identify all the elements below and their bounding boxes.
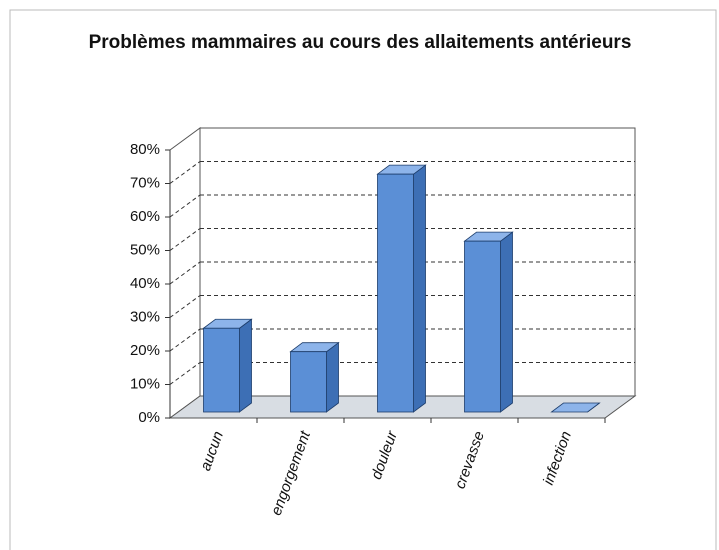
- bar: [289, 341, 340, 413]
- y-tick-label: 50%: [130, 241, 160, 258]
- y-tick-label: 0%: [138, 409, 160, 426]
- bar-front: [464, 240, 501, 413]
- y-tick-label: 10%: [130, 375, 160, 392]
- bar-side: [326, 341, 339, 413]
- grid-line: [169, 228, 201, 251]
- y-tick-label: 70%: [130, 174, 160, 191]
- bar-front: [377, 173, 414, 413]
- bar: [463, 231, 514, 413]
- x-tick-label: aucun: [197, 429, 227, 473]
- y-tick-label: 30%: [130, 308, 160, 325]
- y-tick-label: 80%: [130, 141, 160, 158]
- x-tick-label: infection: [540, 429, 575, 487]
- y-tick-label: 40%: [130, 275, 160, 292]
- y-tick-label: 20%: [130, 342, 160, 359]
- y-tick-label: 60%: [130, 208, 160, 225]
- bar-side: [239, 318, 252, 413]
- bar: [550, 402, 601, 413]
- x-tick-label: crevasse: [451, 429, 488, 491]
- side-wall: [169, 127, 201, 419]
- x-tick-label: engorgement: [268, 428, 314, 518]
- grid-line: [169, 328, 201, 352]
- bar-side: [500, 231, 513, 413]
- bar: [376, 164, 427, 413]
- grid-line: [169, 261, 201, 285]
- grid-line: [169, 295, 201, 318]
- bar: [202, 318, 253, 413]
- bar-side: [413, 164, 426, 413]
- bar-front: [290, 351, 327, 413]
- chart-frame: [9, 9, 717, 550]
- grid-line: [169, 362, 201, 385]
- grid-line: [169, 194, 201, 218]
- chart-title: Problèmes mammaires au cours des allaite…: [88, 32, 632, 53]
- bar-front: [203, 327, 240, 413]
- grid-line: [169, 161, 201, 184]
- x-tick-label: douleur: [368, 428, 401, 482]
- bar-top: [550, 402, 601, 413]
